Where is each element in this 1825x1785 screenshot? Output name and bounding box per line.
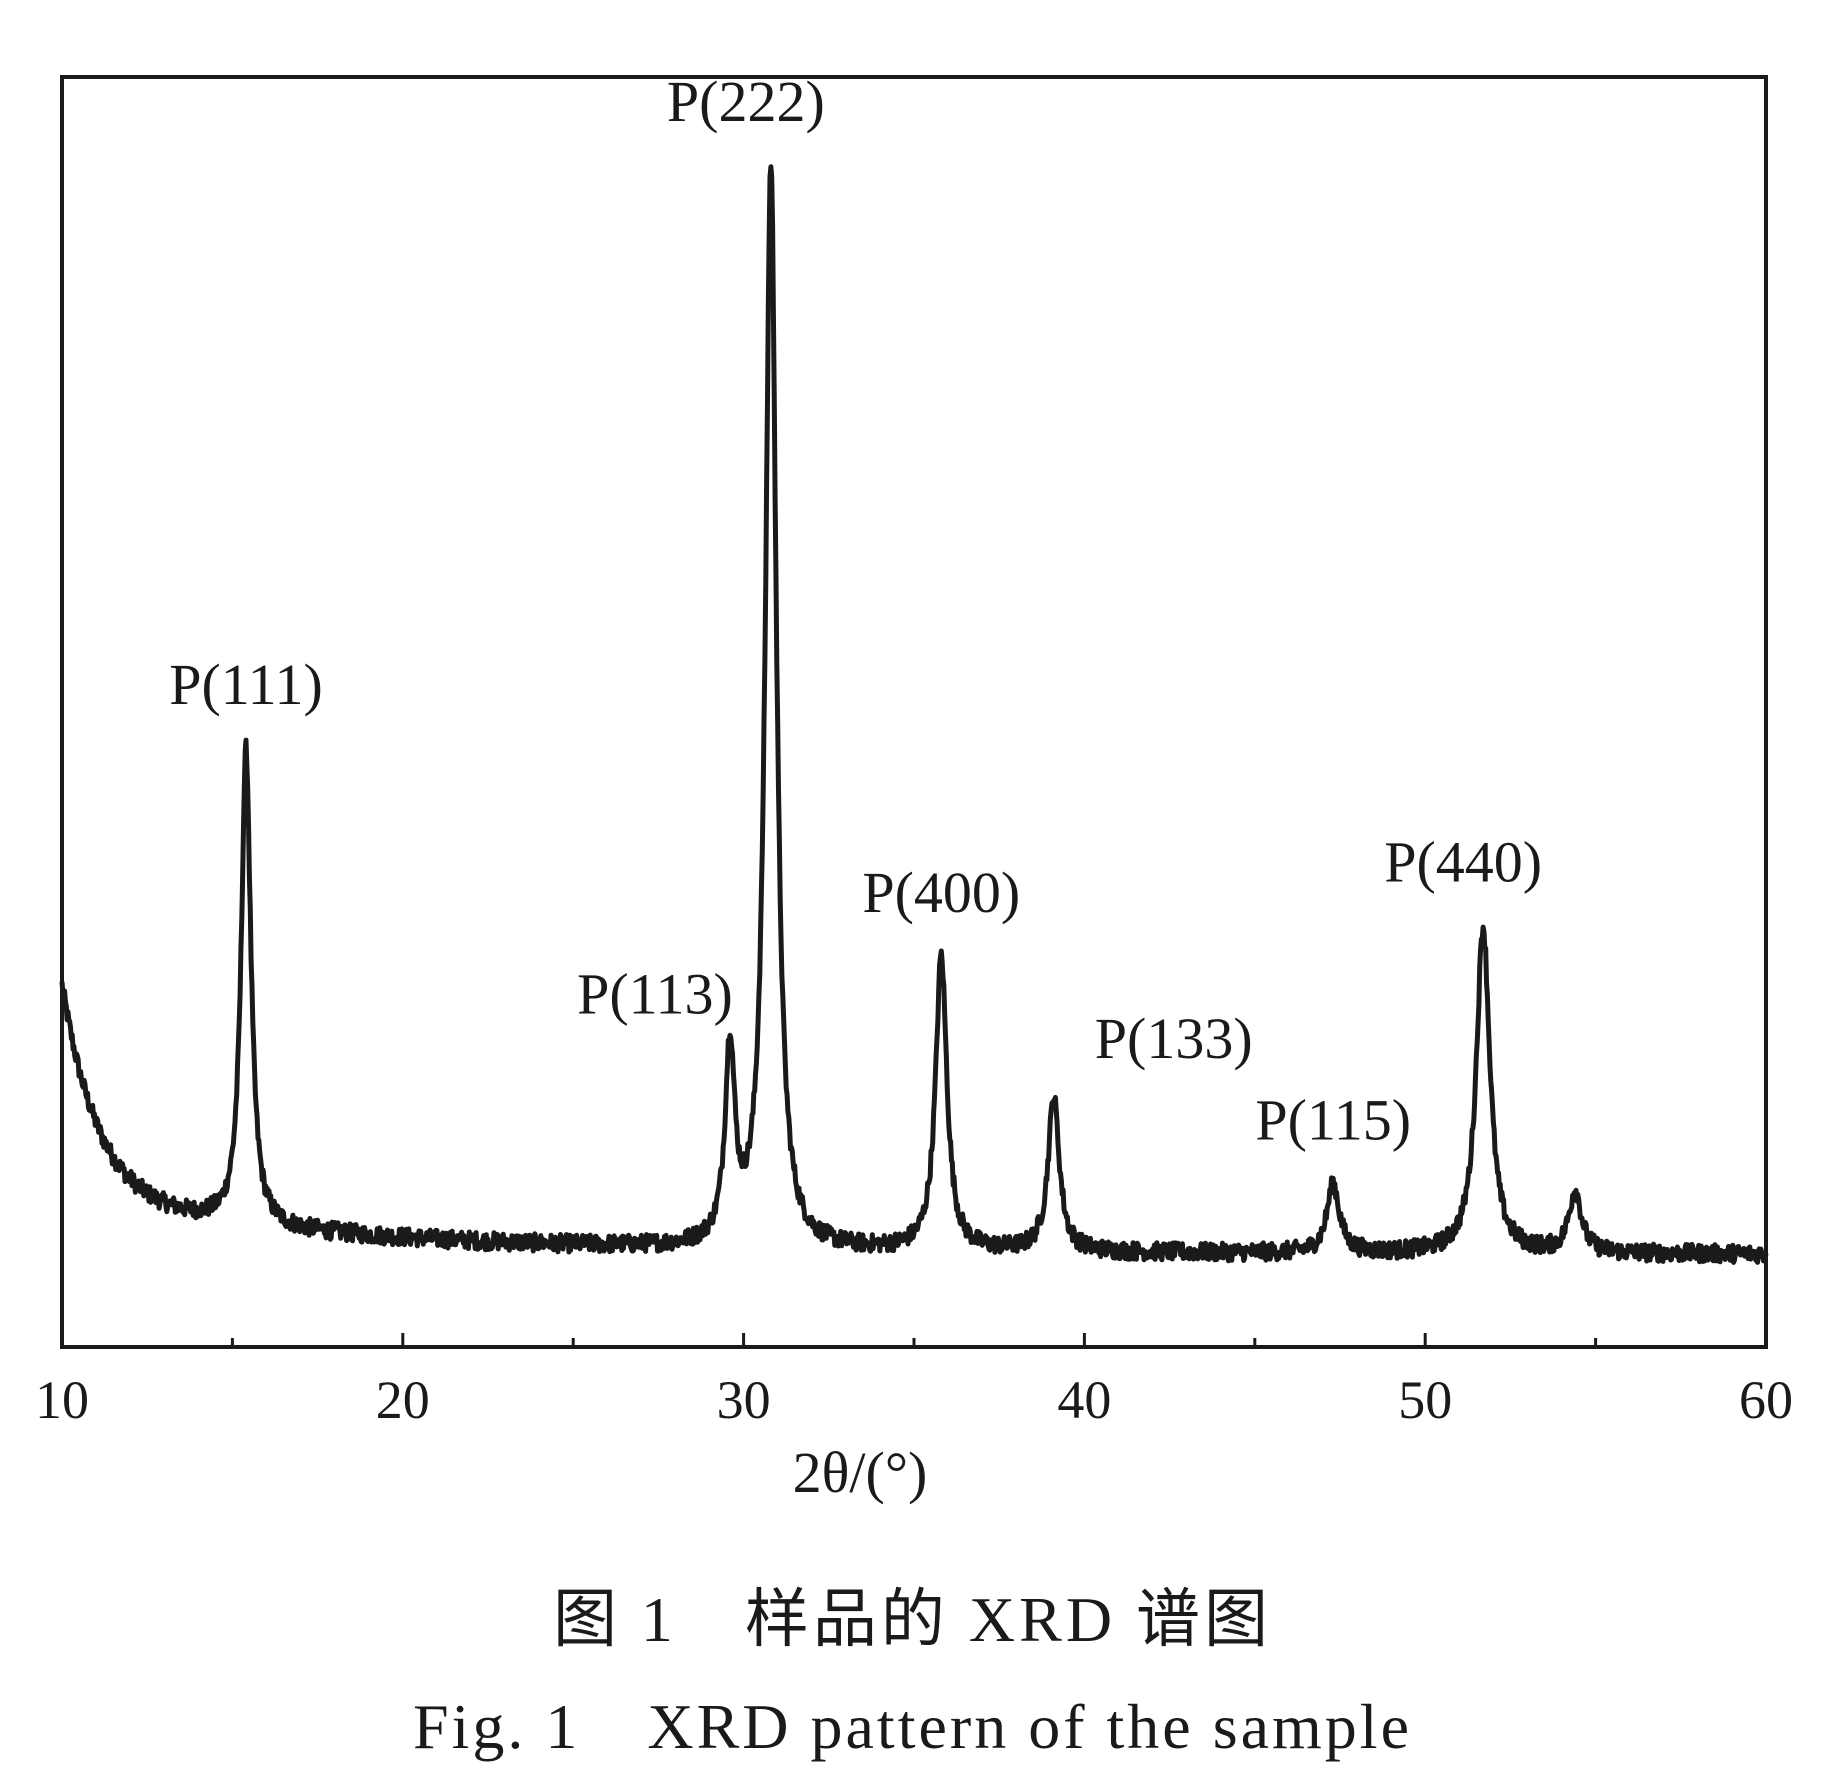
figure-caption-english: Fig. 1 XRD pattern of the sample xyxy=(413,1691,1412,1762)
x-tick-label-10: 10 xyxy=(35,1370,89,1430)
peak-label-P400: P(400) xyxy=(862,860,1020,925)
xrd-trace xyxy=(59,164,1769,1265)
x-tick-label-60: 60 xyxy=(1739,1370,1793,1430)
xrd-chart: 10 20 30 40 50 60 P(111)P(113)P(222)P(400)P(1… xyxy=(35,69,1793,1505)
x-tick-label-40: 40 xyxy=(1057,1370,1111,1430)
peak-label-P113: P(113) xyxy=(577,962,733,1027)
peak-label-P133: P(133) xyxy=(1095,1006,1253,1071)
x-tick-label-50: 50 xyxy=(1398,1370,1452,1430)
x-axis-tick-labels: 10 20 30 40 50 60 xyxy=(35,1370,1793,1430)
peak-labels: P(111) P(113) P(222) P(400) P(133)P(115) P(44… xyxy=(169,69,1542,1153)
x-axis-label: 2θ/(°) xyxy=(793,1440,928,1505)
x-tick-label-20: 20 xyxy=(376,1370,430,1430)
x-axis-ticks xyxy=(60,1333,1768,1347)
peak-label-P111: P(111) xyxy=(169,652,323,717)
figure-caption-chinese: 图 1 样品的 XRD 谱图 xyxy=(552,1584,1273,1655)
peak-label-P222: P(222) xyxy=(667,69,825,134)
x-tick-label-30: 30 xyxy=(717,1370,771,1430)
peak-label-P440: P(440) xyxy=(1384,830,1542,895)
peak-label-P115: P(115) xyxy=(1255,1087,1411,1152)
